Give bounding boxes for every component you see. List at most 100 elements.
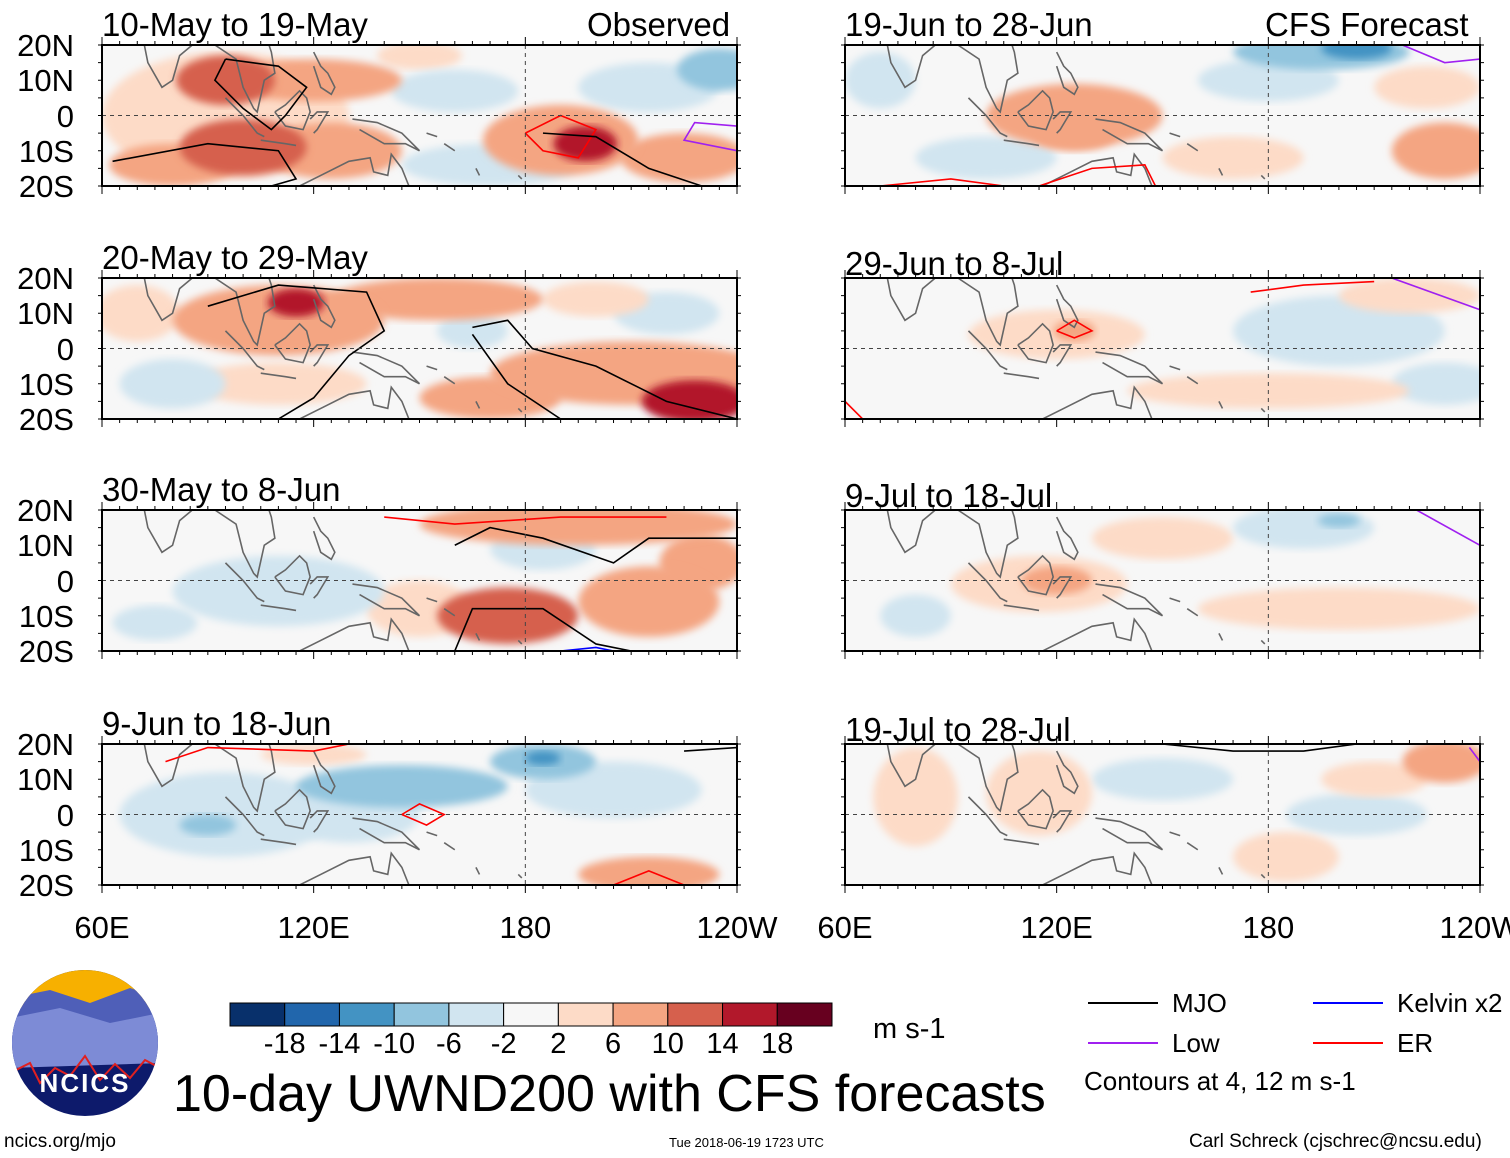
contour-line xyxy=(454,526,737,564)
contour-line xyxy=(1402,45,1480,64)
contour-line xyxy=(1056,319,1094,339)
contour-line xyxy=(524,114,598,159)
coastline xyxy=(957,278,1019,347)
colorbar-swatch xyxy=(503,1002,559,1027)
coastline xyxy=(957,744,1019,813)
lat-tick-label: 20S xyxy=(18,169,74,204)
lon-tick-label: 60E xyxy=(817,910,873,945)
coastline xyxy=(957,45,1019,114)
coastline xyxy=(214,744,276,813)
coastline xyxy=(274,322,311,364)
colorbar-tick-label: 2 xyxy=(550,1028,567,1060)
lat-tick-label: 20N xyxy=(17,493,74,528)
coastline xyxy=(143,45,194,89)
colorbar-swatch xyxy=(229,1002,286,1027)
colorbar-tick-label: -6 xyxy=(436,1028,462,1060)
anomaly-region xyxy=(179,814,237,836)
coastline xyxy=(297,617,410,651)
map-panel xyxy=(841,270,1484,427)
panel-title: 20-May to 29-May xyxy=(102,239,368,276)
legend-label: Low xyxy=(1172,1028,1220,1058)
contour-line xyxy=(1162,744,1357,752)
contour-line xyxy=(213,58,308,131)
coastline xyxy=(312,284,336,329)
coastline xyxy=(517,639,523,645)
coastline xyxy=(297,851,410,885)
contour-line xyxy=(165,744,350,763)
coastline xyxy=(1040,152,1153,186)
coastline xyxy=(1218,168,1224,176)
anomaly-region xyxy=(1285,793,1428,836)
coastline xyxy=(443,608,456,617)
coastline xyxy=(1169,597,1181,603)
colorbar-tick-label: -18 xyxy=(263,1028,306,1060)
anomaly-region xyxy=(419,510,737,546)
units-label: m s-1 xyxy=(873,1013,946,1045)
anomaly-region xyxy=(1402,744,1480,783)
coastline xyxy=(426,365,438,371)
lat-tick-label: 0 xyxy=(56,331,74,367)
lon-tick-label: 60E xyxy=(74,910,130,945)
coastline xyxy=(1040,851,1153,885)
coastline xyxy=(1052,111,1073,134)
contour-line xyxy=(1391,278,1480,311)
anomaly-region xyxy=(296,765,508,808)
anomaly-region xyxy=(845,52,916,109)
coastline xyxy=(312,750,336,795)
panel-title: 19-Jul to 28-Jul xyxy=(845,711,1071,748)
coastline xyxy=(260,372,297,380)
coastline xyxy=(224,330,265,371)
lon-tick-label: 120E xyxy=(277,910,350,945)
anomaly-region xyxy=(331,278,543,321)
coastline xyxy=(309,344,330,367)
coastline xyxy=(1260,407,1266,413)
lat-tick-label: 0 xyxy=(56,98,74,134)
anomaly-region xyxy=(845,285,916,328)
legend-line xyxy=(1313,1002,1383,1004)
coastline xyxy=(475,633,481,641)
colorbar-swatch xyxy=(776,1002,833,1027)
svg-text:NCICS: NCICS xyxy=(40,1068,131,1098)
colorbar-tick-label: 14 xyxy=(706,1028,739,1060)
contour-line xyxy=(1038,164,1157,186)
lat-tick-label: 20S xyxy=(18,868,74,903)
source-url[interactable]: ncics.org/mjo xyxy=(4,1131,116,1152)
coastline xyxy=(224,97,265,138)
anomaly-region xyxy=(437,587,579,644)
anomaly-region xyxy=(1091,758,1234,801)
coastline xyxy=(1260,873,1266,879)
anomaly-region xyxy=(112,605,198,641)
lon-tick-label: 120W xyxy=(1439,910,1510,945)
anomaly-region xyxy=(1321,761,1428,797)
lat-tick-label: 10N xyxy=(17,63,74,99)
coastline xyxy=(886,744,937,788)
panel-title: 30-May to 8-Jun xyxy=(102,471,341,508)
coastline xyxy=(475,168,481,176)
anomaly-region xyxy=(260,744,367,766)
coastline xyxy=(957,510,1019,579)
coastline xyxy=(967,562,1008,603)
legend-line xyxy=(1088,1042,1158,1044)
anomaly-region xyxy=(267,288,325,317)
anomaly-region xyxy=(391,69,519,112)
coastline xyxy=(224,796,265,837)
coastline xyxy=(1052,344,1073,367)
colorbar-tick-label: -14 xyxy=(318,1028,361,1060)
map-panel xyxy=(841,736,1484,893)
coastline xyxy=(517,174,523,180)
observed-label: Observed xyxy=(587,6,731,43)
coastline xyxy=(309,111,330,134)
coastline xyxy=(1055,51,1079,96)
colorbar-swatch xyxy=(557,1002,614,1027)
coastline xyxy=(1260,174,1266,180)
contour-line xyxy=(1468,747,1480,763)
contour-line xyxy=(384,516,667,525)
contour-line xyxy=(472,319,737,419)
lat-tick-label: 20N xyxy=(17,727,74,762)
map-panel xyxy=(98,502,741,659)
coastline xyxy=(297,152,410,186)
contour-note: Contours at 4, 12 m s-1 xyxy=(1084,1066,1356,1096)
coastline xyxy=(274,554,311,596)
anomaly-region xyxy=(542,281,649,317)
